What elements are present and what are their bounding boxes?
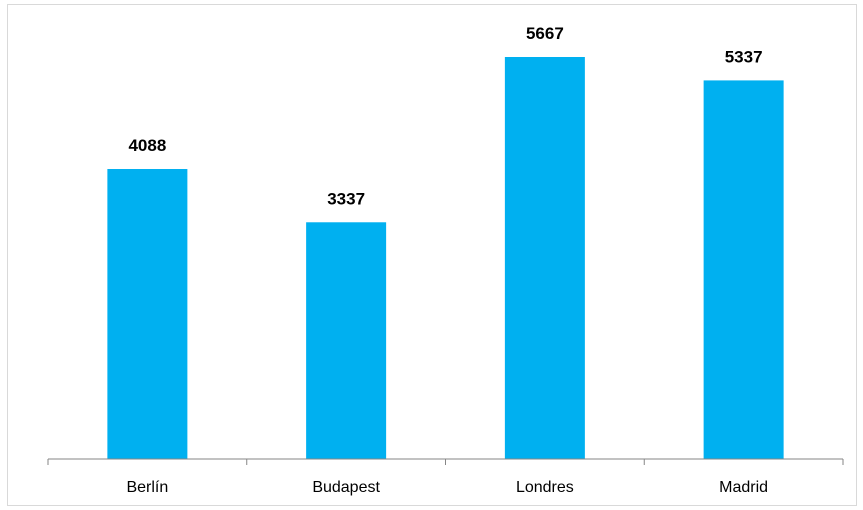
x-tick-label: Budapest xyxy=(312,479,380,496)
x-axis-labels-group: Berlín Budapest Londres Madrid xyxy=(126,479,768,496)
bar-budapest xyxy=(306,222,387,459)
bars-group xyxy=(107,57,784,459)
data-label: 4088 xyxy=(128,136,166,155)
data-label: 5667 xyxy=(526,24,564,43)
bar-berlín xyxy=(107,169,188,459)
data-labels-group: 4088 3337 5667 5337 xyxy=(128,24,762,208)
data-label: 3337 xyxy=(327,189,365,208)
x-tick-label: Londres xyxy=(516,479,574,496)
x-axis-ticks-group xyxy=(47,459,844,465)
data-label: 5337 xyxy=(725,47,763,66)
bar-madrid xyxy=(703,80,784,459)
x-tick-label: Berlín xyxy=(126,479,168,496)
x-tick-label: Madrid xyxy=(719,479,768,496)
bar-londres xyxy=(504,57,585,459)
